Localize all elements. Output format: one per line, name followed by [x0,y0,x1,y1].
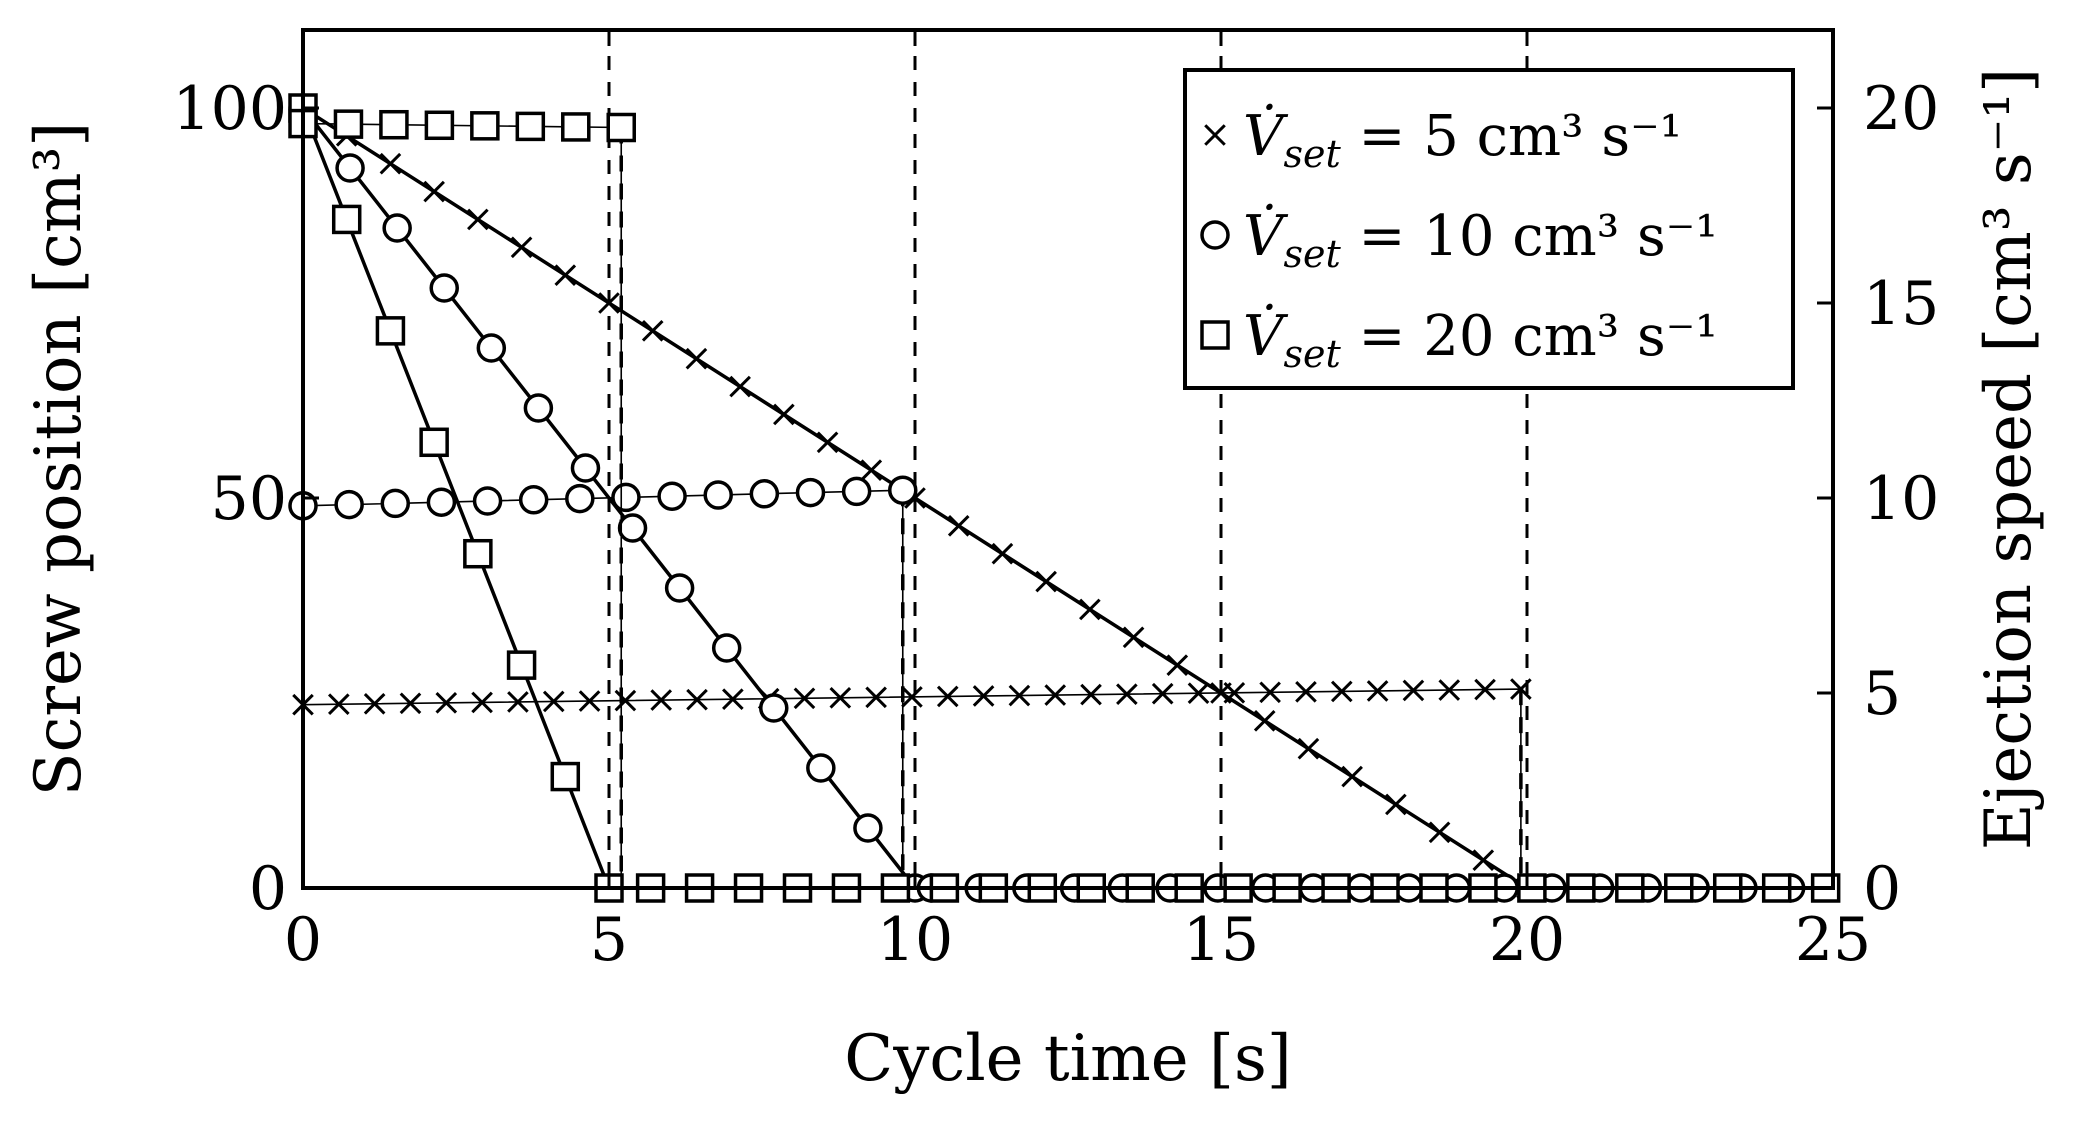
x-tick-label: 20 [1489,905,1565,975]
screw-position-marker [552,764,578,790]
ejection-speed-marker [608,115,634,141]
screw-position-marker [525,395,551,421]
y-right-tick-label: 0 [1863,854,1901,924]
screw-position-marker [334,206,360,232]
x-axis-label: Cycle time [s] [844,1022,1292,1096]
legend-marker-circle [1202,222,1228,248]
x-tick-label: 0 [284,905,322,975]
ejection-speed-line [303,689,1833,888]
x-tick-label: 5 [590,905,628,975]
screw-position-marker [572,455,598,481]
ejection-speed-marker [659,483,685,509]
y-right-tick-label: 20 [1863,74,1939,144]
ejection-speed-marker [844,478,870,504]
screw-position-marker [862,460,882,480]
ejection-speed-marker [521,487,547,513]
y-axis-left-label: Screw position [cm³] [22,122,96,797]
screw-position-marker [667,575,693,601]
ejection-speed-marker [705,482,731,508]
ejection-speed-marker [797,480,823,506]
y-left-tick-label: 50 [211,464,287,534]
screw-position-marker [1299,739,1319,759]
y-right-tick-label: 10 [1863,464,1939,534]
ejection-speed-marker [475,488,501,514]
screw-position-marker [1255,711,1275,731]
screw-position-marker [949,516,969,536]
ejection-speed-marker [426,112,452,138]
screw-position-marker [1036,572,1056,592]
screw-position-marker [384,215,410,241]
y-right-tick-label: 5 [1863,659,1901,729]
ejection-speed-marker [472,113,498,139]
screw-position-marker [381,154,401,174]
screw-position-marker [478,335,504,361]
screw-position-marker [1080,600,1100,620]
screw-position-marker [818,433,838,453]
legend-entries: V̇set = 5 cm³ s⁻¹ V̇set = 10 cm³ s⁻¹ V̇set… [1202,103,1718,376]
screw-position-marker [337,155,363,181]
screw-position-marker [1168,655,1188,675]
ejection-speed-marker [751,481,777,507]
ejection-speed-marker [428,489,454,515]
ejection-speed-marker [381,112,407,138]
screw-position-marker [421,429,447,455]
screw-position-marker [1474,850,1494,870]
screw-position-marker [808,755,834,781]
screw-position-marker [687,349,707,369]
screw-position-marker [512,238,531,257]
ejection-speed-marker [336,492,362,518]
screw-position-marker [774,405,794,425]
screw-position-marker [431,275,457,301]
screw-position-marker [509,652,535,678]
screw-position-marker [730,377,750,397]
y-left-tick-label: 100 [172,74,287,144]
legend-marker-square [1202,322,1228,348]
y-left-tick-label: 0 [249,854,287,924]
legend: V̇set = 5 cm³ s⁻¹ V̇set = 10 cm³ s⁻¹ V̇set… [1185,70,1793,388]
screw-position-marker [993,544,1013,564]
ejection-speed-marker [563,114,589,140]
legend-entry: V̇set = 10 cm³ s⁻¹ [1202,203,1718,276]
y-right-tick-label: 15 [1863,269,1939,339]
screw-position-marker [465,541,491,567]
screw-position-marker [424,182,444,202]
y-axis-right-label: Ejection speed [cm³ s⁻¹] [1972,68,2046,850]
x-tick-label: 25 [1795,905,1871,975]
x-tick-label: 10 [877,905,953,975]
screw-position-marker [855,815,881,841]
ejection-speed-marker [567,486,593,512]
screw-position-marker [643,321,663,341]
screw-position-marker [761,695,787,721]
screw-position-marker [620,515,646,541]
screw-position-marker [1430,823,1450,843]
screw-position-marker [556,265,576,285]
x-tick-label: 15 [1183,905,1259,975]
screw-position-marker [377,318,403,344]
screw-position-marker [1342,767,1362,787]
ejection-speed-marker [517,113,543,139]
legend-entry: V̇set = 20 cm³ s⁻¹ [1202,303,1718,376]
ejection-speed-marker [890,477,916,503]
legend-entry: V̇set = 5 cm³ s⁻¹ [1205,103,1682,176]
ejection-speed-marker [335,111,361,137]
ejection-speed-marker [613,484,639,510]
screw-position-marker [468,210,488,230]
ejection-speed-marker [382,490,408,516]
screw-position-marker [1124,628,1144,648]
screw-position-marker [714,635,740,661]
screw-position-marker [1386,795,1406,815]
